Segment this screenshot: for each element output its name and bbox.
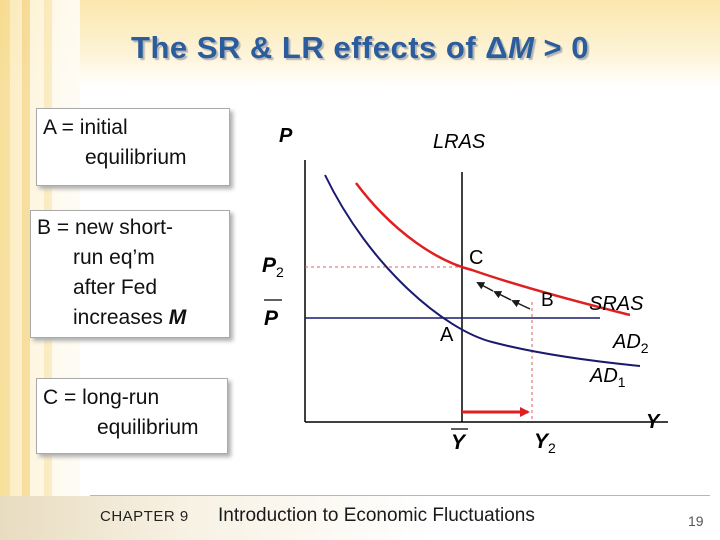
- adjust-arrow-1: [511, 299, 531, 310]
- lras-label: LRAS: [433, 131, 486, 153]
- footer-divider: [90, 495, 710, 496]
- footer-title: Introduction to Economic Fluctuations: [218, 505, 535, 526]
- adjust-arrow-2: [493, 291, 512, 301]
- note-a-line1: A = initial: [43, 116, 128, 139]
- note-box-a: A = initial equilibrium: [36, 108, 230, 186]
- note-b-line1: B = new short-: [37, 216, 173, 239]
- ad1-curve: [324, 174, 641, 367]
- pbar-label: P: [264, 307, 279, 330]
- y2-label: Y2: [534, 430, 556, 456]
- ad1-label: AD1: [589, 365, 626, 390]
- note-c-line2: equilibrium: [97, 416, 199, 439]
- slide-title: The SR & LR effects of ΔM > 0: [131, 30, 589, 65]
- note-b-line4: increases M: [73, 306, 187, 329]
- title-band: [0, 0, 720, 88]
- point-b-label: B: [541, 290, 554, 311]
- y-axis-label: P: [279, 125, 293, 147]
- note-box-b: B = new short- run eq’m after Fed increa…: [30, 210, 230, 338]
- sras-label: SRAS: [589, 293, 644, 315]
- note-c-line1: C = long-run: [43, 386, 160, 409]
- point-c-label: C: [469, 247, 483, 269]
- note-a-line2: equilibrium: [85, 146, 187, 169]
- ad2-label: AD2: [612, 331, 649, 356]
- note-b-line3: after Fed: [73, 276, 158, 299]
- adjust-arrow-3: [476, 282, 494, 292]
- ad2-curve: [355, 182, 631, 317]
- ybar-label: Y: [451, 431, 467, 454]
- footer-bar: [0, 496, 720, 540]
- x-axis-label: Y: [646, 411, 661, 433]
- note-b-line2: run eq’m: [73, 246, 155, 269]
- point-a-label: A: [440, 324, 454, 346]
- chapter-label: CHAPTER 9: [100, 508, 189, 525]
- note-box-c: C = long-run equilibrium: [36, 378, 228, 454]
- p2-label: P2: [262, 254, 284, 280]
- page-number: 19: [688, 513, 704, 529]
